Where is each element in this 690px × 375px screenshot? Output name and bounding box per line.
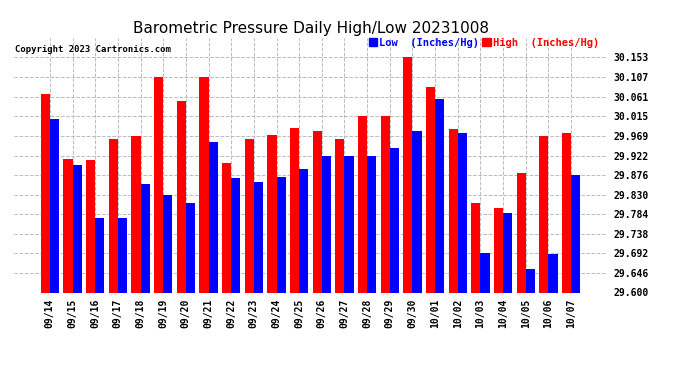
Bar — [299, 169, 308, 292]
Title: Barometric Pressure Daily High/Low 20231008: Barometric Pressure Daily High/Low 20231… — [132, 21, 489, 36]
Bar — [322, 156, 331, 292]
Bar — [480, 254, 490, 292]
Bar — [177, 101, 186, 292]
Bar — [245, 140, 254, 292]
Bar — [540, 136, 549, 292]
Bar — [404, 57, 413, 292]
Bar — [186, 203, 195, 292]
Bar — [562, 133, 571, 292]
Bar — [277, 177, 286, 292]
Bar — [448, 129, 458, 292]
Bar — [41, 94, 50, 292]
Bar — [503, 213, 512, 292]
Bar — [494, 207, 503, 292]
Bar — [290, 128, 299, 292]
Bar — [208, 142, 217, 292]
Bar — [526, 269, 535, 292]
Bar — [517, 172, 526, 292]
Bar — [131, 136, 141, 292]
Bar — [72, 165, 81, 292]
Text: Copyright 2023 Cartronics.com: Copyright 2023 Cartronics.com — [15, 45, 171, 54]
Bar — [358, 116, 367, 292]
Bar — [426, 87, 435, 292]
Bar — [95, 218, 104, 292]
Bar — [231, 178, 240, 292]
Bar — [154, 77, 163, 292]
Bar — [458, 133, 467, 292]
Bar — [86, 160, 95, 292]
Bar — [390, 148, 399, 292]
Bar — [335, 140, 344, 292]
Bar — [254, 182, 263, 292]
Bar — [367, 156, 376, 292]
Bar — [435, 99, 444, 292]
Bar — [63, 159, 72, 292]
Bar — [313, 131, 322, 292]
Bar — [268, 135, 277, 292]
Bar — [141, 184, 150, 292]
Bar — [109, 140, 118, 292]
Bar — [381, 116, 390, 292]
Bar — [549, 254, 558, 292]
Bar — [471, 203, 480, 292]
Bar — [344, 156, 353, 292]
Bar — [413, 131, 422, 292]
Bar — [222, 163, 231, 292]
Bar — [199, 77, 208, 292]
Legend: Low  (Inches/Hg), High  (Inches/Hg): Low (Inches/Hg), High (Inches/Hg) — [369, 38, 599, 48]
Bar — [50, 119, 59, 292]
Bar — [571, 175, 580, 292]
Bar — [163, 195, 172, 292]
Bar — [118, 218, 127, 292]
